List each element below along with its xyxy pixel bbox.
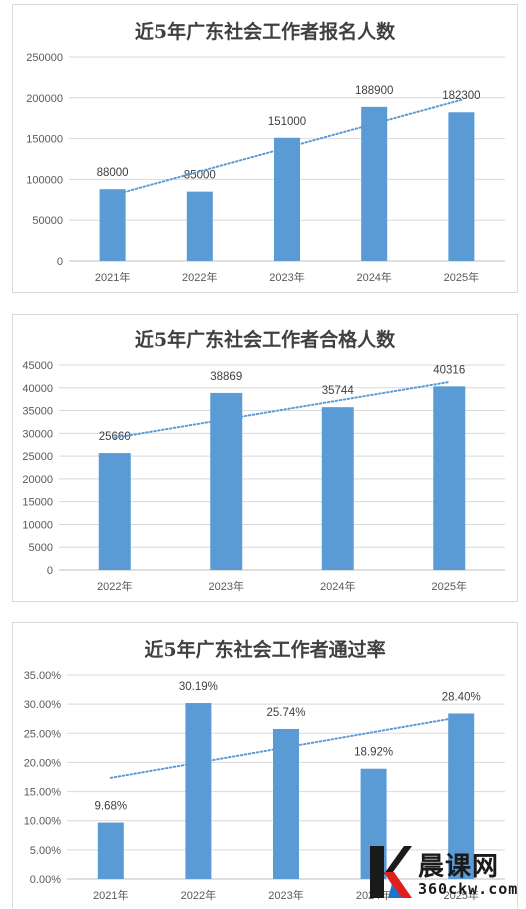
- watermark-brand: 晨课网: [418, 852, 500, 882]
- chart-panel-passed: 近5年广东社会工作者合格人数 0 5000 10000 15000 20000 25000…: [12, 314, 518, 602]
- y-tick-label: 20000: [22, 474, 53, 486]
- y-tick-label: 5000: [29, 542, 53, 554]
- bar-chart-pass-rate: 0.00% 5.00% 10.00% 15.00% 20.00% 25.00% 30.00%…: [24, 670, 505, 902]
- y-tick-label: 35000: [22, 406, 53, 418]
- y-tick-label: 15.00%: [24, 787, 62, 799]
- y-tick-label: 10000: [22, 519, 53, 531]
- x-tick-label: 2025年: [443, 888, 478, 902]
- bar: [448, 713, 475, 879]
- x-tick-label: 2025年: [444, 270, 479, 284]
- y-tick-label: 5.00%: [30, 845, 61, 857]
- y-tick-label: 15000: [22, 497, 53, 509]
- y-tick-label: 25.00%: [24, 728, 62, 740]
- data-label: 9.68%: [94, 801, 127, 813]
- y-tick-label: 0.00%: [30, 874, 61, 886]
- bar: [274, 137, 300, 261]
- data-label: 88000: [97, 167, 129, 179]
- chart-title: 近5年广东社会工作者合格人数: [134, 329, 396, 351]
- trendline: [113, 380, 451, 439]
- trendline: [109, 715, 463, 779]
- x-tick-label: 2023年: [268, 888, 303, 902]
- bar: [210, 392, 243, 570]
- x-tick-label: 2024年: [320, 579, 355, 593]
- data-label: 38869: [210, 371, 242, 383]
- watermark-site: 360ckw.com: [418, 880, 519, 898]
- y-tick-label: 0: [47, 565, 53, 577]
- x-tick-label: 2024年: [356, 270, 391, 284]
- y-tick-label: 35.00%: [24, 670, 62, 682]
- k-logo-icon: [370, 846, 412, 898]
- bar: [273, 728, 299, 879]
- data-label: 28.40%: [442, 691, 481, 703]
- y-tick-label: 30000: [22, 428, 53, 440]
- data-label: 85000: [184, 170, 216, 182]
- chart-title: 近5年广东社会工作者报名人数: [134, 21, 396, 43]
- data-label: 188900: [355, 85, 393, 97]
- y-tick-label: 100000: [26, 174, 63, 186]
- x-tick-label: 2022年: [182, 270, 217, 284]
- y-tick-label: 200000: [26, 93, 63, 105]
- x-tick-label: 2021年: [95, 270, 130, 284]
- y-tick-label: 150000: [26, 134, 63, 146]
- y-tick-label: 250000: [26, 52, 63, 64]
- trendline: [111, 98, 463, 197]
- bar: [97, 822, 124, 879]
- chart-panel-pass-rate: 近5年广东社会工作者通过率 0.00% 5.00% 10.00% 15.00% 20.0…: [12, 622, 518, 908]
- chart-title: 近5年广东社会工作者通过率: [144, 639, 386, 661]
- x-tick-label: 2022年: [181, 888, 216, 902]
- bar: [185, 703, 212, 879]
- bar: [186, 191, 213, 261]
- data-label: 30.19%: [179, 681, 218, 693]
- data-label: 18.92%: [354, 747, 393, 759]
- data-label: 40316: [433, 364, 465, 376]
- data-label: 35744: [322, 385, 355, 397]
- bar: [321, 407, 354, 570]
- bar-chart-passed: 0 5000 10000 15000 20000 25000 30000 35000 40000…: [22, 360, 505, 593]
- y-tick-label: 20.00%: [24, 757, 62, 769]
- y-tick-label: 30.00%: [24, 699, 62, 711]
- y-tick-label: 0: [57, 256, 63, 268]
- chart-panel-registrations: 近5年广东社会工作者报名人数 0 50000 100000 150000 200000 2…: [12, 4, 518, 293]
- bar: [98, 453, 131, 570]
- y-tick-label: 50000: [32, 215, 63, 227]
- x-tick-label: 2022年: [97, 579, 132, 593]
- x-tick-label: 2021年: [93, 888, 128, 902]
- x-tick-label: 2023年: [269, 270, 304, 284]
- data-label: 182300: [442, 90, 480, 102]
- x-tick-label: 2025年: [432, 579, 467, 593]
- data-label: 151000: [268, 116, 306, 128]
- data-label: 25.74%: [266, 707, 305, 719]
- y-tick-label: 40000: [22, 383, 53, 395]
- bar: [361, 106, 388, 261]
- y-tick-label: 45000: [22, 360, 53, 372]
- bar: [99, 189, 126, 261]
- bar-chart-registrations: 0 50000 100000 150000 200000 250000 88000 2021年…: [26, 52, 505, 284]
- y-tick-label: 25000: [22, 451, 53, 463]
- watermark: 晨课网 360ckw.com: [366, 842, 524, 906]
- bar: [448, 112, 475, 262]
- bar: [433, 386, 466, 570]
- x-tick-label: 2023年: [209, 579, 244, 593]
- y-tick-label: 10.00%: [24, 816, 62, 828]
